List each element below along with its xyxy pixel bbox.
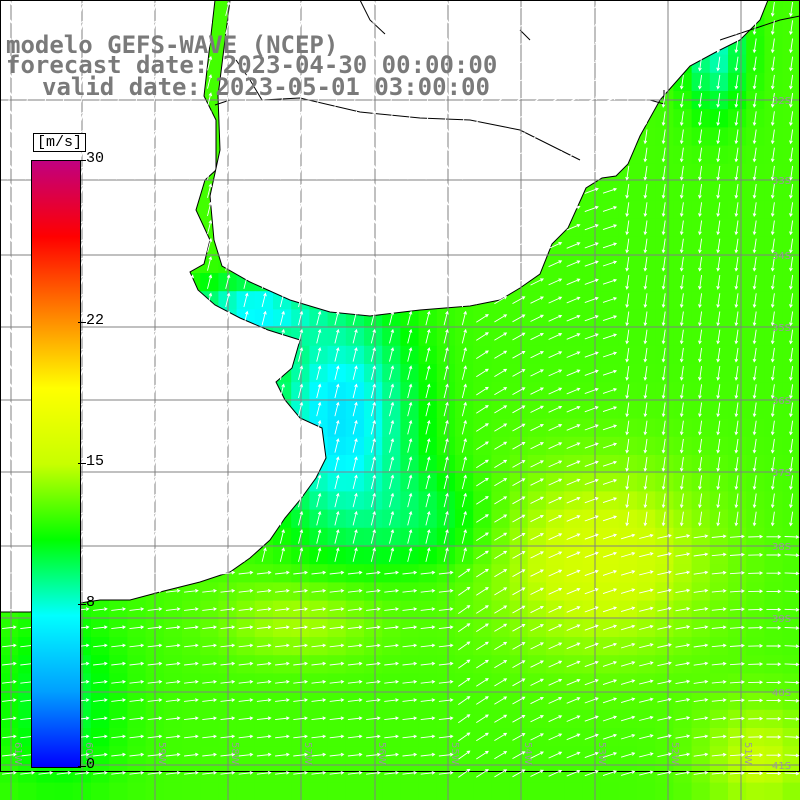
longitude-label: 51W [742,742,753,765]
colorbar-tick [78,160,86,161]
longitude-labels: 61W 60W 59W 58W 57W 56W 55W 54W 53W 52W 51W [12,742,753,765]
colorbar-units: [m/s] [33,133,87,152]
latitude-label: 36S [772,396,791,407]
colorbar-tick [78,766,86,767]
latitude-label: 35S [772,323,791,334]
longitude-label: 54W [522,742,533,765]
longitude-label: 58W [229,742,240,765]
colorbar-tick-label: 22 [86,311,105,329]
longitude-label: 59W [156,742,167,765]
latitude-label: 38S [772,542,791,553]
latitude-label: 39S [772,614,791,625]
longitude-label: 52W [669,742,680,765]
colorbar-tick [78,321,86,323]
latitude-labels: 32S 33S 34S 35S 36S 37S 38S 39S 40S 41S [772,96,791,772]
valid-date: valid date: 2023-05-01 03:00:00 [42,73,490,101]
colorbar-tick [78,463,86,464]
colorbar-tick-label: 8 [86,594,96,612]
latitude-label: 37S [772,468,791,479]
latitude-label: 33S [772,176,791,187]
latitude-label: 41S [772,761,791,772]
latitude-label: 34S [772,251,791,262]
longitude-label: 61W [12,742,23,765]
longitude-label: 57W [302,742,313,765]
latitude-label: 32S [772,96,791,107]
longitude-label: 56W [376,742,387,765]
colorbar-tick-label: 15 [86,453,105,470]
longitude-label: 53W [596,742,607,765]
longitude-label: 60W [83,742,94,765]
colorbar-tick-label: 30 [86,150,105,167]
colorbar [31,160,81,768]
longitude-label: 55W [449,742,460,765]
model-title: modelo GEFS-WAVE (NCEP) [6,31,339,59]
latitude-label: 40S [772,688,791,699]
colorbar-tick-label: 0 [86,756,96,773]
forecast-date: forecast date: 2023-04-30 00:00:00 [6,51,498,79]
colorbar-tick [78,604,86,606]
